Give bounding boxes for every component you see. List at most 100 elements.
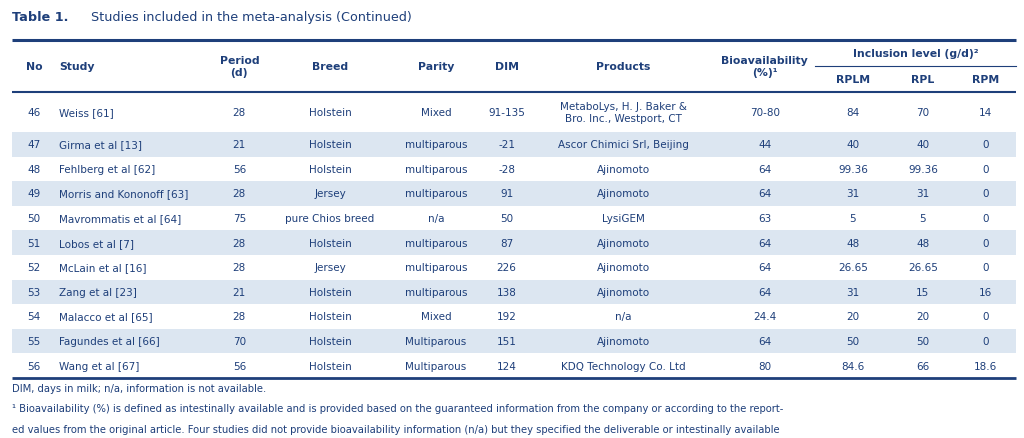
Text: Jersey: Jersey: [314, 263, 346, 272]
Bar: [12, 133, 1016, 157]
Text: Wang et al [67]: Wang et al [67]: [59, 361, 139, 371]
Text: Fagundes et al [66]: Fagundes et al [66]: [59, 336, 160, 346]
Text: multiparous: multiparous: [404, 165, 467, 174]
Text: 48: 48: [846, 238, 859, 248]
Text: 16: 16: [979, 287, 992, 297]
Text: Malacco et al [65]: Malacco et al [65]: [59, 312, 153, 321]
Text: n/a: n/a: [615, 312, 632, 321]
Text: Holstein: Holstein: [308, 287, 351, 297]
Text: 151: 151: [497, 336, 516, 346]
Text: Mixed: Mixed: [421, 108, 452, 117]
Text: 31: 31: [916, 189, 930, 199]
Bar: [12, 329, 1016, 353]
Text: 50: 50: [28, 214, 41, 223]
Text: -21: -21: [498, 140, 515, 150]
Text: 53: 53: [28, 287, 41, 297]
Text: 28: 28: [232, 312, 246, 321]
Text: Fehlberg et al [62]: Fehlberg et al [62]: [59, 165, 156, 174]
Text: LysiGEM: LysiGEM: [602, 214, 645, 223]
Text: Ajinomoto: Ajinomoto: [597, 263, 650, 272]
Text: 21: 21: [232, 140, 246, 150]
Text: Ajinomoto: Ajinomoto: [597, 165, 650, 174]
Text: Holstein: Holstein: [308, 108, 351, 117]
Text: -28: -28: [498, 165, 515, 174]
Text: multiparous: multiparous: [404, 287, 467, 297]
Text: Multiparous: Multiparous: [406, 336, 467, 346]
Text: 56: 56: [28, 361, 41, 371]
Text: 63: 63: [758, 214, 771, 223]
Text: pure Chios breed: pure Chios breed: [286, 214, 375, 223]
Text: Jersey: Jersey: [314, 189, 346, 199]
Text: 26.65: 26.65: [838, 263, 868, 272]
Text: 0: 0: [982, 214, 988, 223]
Text: 84: 84: [846, 108, 859, 117]
Text: Ajinomoto: Ajinomoto: [597, 287, 650, 297]
Text: Study: Study: [59, 62, 94, 71]
Bar: [12, 280, 1016, 304]
Text: 70-80: 70-80: [750, 108, 779, 117]
Text: Weiss [61]: Weiss [61]: [59, 108, 114, 117]
Text: 49: 49: [28, 189, 41, 199]
Text: 0: 0: [982, 238, 988, 248]
Text: 40: 40: [847, 140, 859, 150]
Text: 28: 28: [232, 238, 246, 248]
Text: 64: 64: [758, 263, 771, 272]
Text: 24.4: 24.4: [753, 312, 776, 321]
Text: 124: 124: [497, 361, 516, 371]
Text: Girma et al [13]: Girma et al [13]: [59, 140, 142, 150]
Text: 75: 75: [232, 214, 246, 223]
Text: 40: 40: [916, 140, 930, 150]
Bar: [12, 231, 1016, 255]
Text: Multiparous: Multiparous: [406, 361, 467, 371]
Text: n/a: n/a: [428, 214, 444, 223]
Text: Ajinomoto: Ajinomoto: [597, 336, 650, 346]
Text: 192: 192: [497, 312, 516, 321]
Text: 226: 226: [497, 263, 516, 272]
Text: 5: 5: [920, 214, 927, 223]
Text: 5: 5: [850, 214, 856, 223]
Text: RPM: RPM: [972, 74, 999, 85]
Text: Products: Products: [596, 62, 651, 71]
Text: 50: 50: [847, 336, 859, 346]
Text: 84.6: 84.6: [842, 361, 864, 371]
Text: ed values from the original article. Four studies did not provide bioavailabilit: ed values from the original article. Fou…: [12, 424, 780, 434]
Text: Bioavailability
(%)¹: Bioavailability (%)¹: [721, 56, 808, 78]
Text: KDQ Technology Co. Ltd: KDQ Technology Co. Ltd: [561, 361, 686, 371]
Text: Ascor Chimici Srl, Beijing: Ascor Chimici Srl, Beijing: [558, 140, 689, 150]
Bar: [12, 206, 1016, 231]
Text: 21: 21: [232, 287, 246, 297]
Text: 64: 64: [758, 189, 771, 199]
Text: Period
(d): Period (d): [219, 56, 259, 78]
Text: 91: 91: [500, 189, 513, 199]
Bar: [12, 92, 1016, 133]
Text: Holstein: Holstein: [308, 336, 351, 346]
Text: 28: 28: [232, 263, 246, 272]
Text: 56: 56: [232, 361, 246, 371]
Text: 18.6: 18.6: [974, 361, 997, 371]
Text: 55: 55: [28, 336, 41, 346]
Text: 47: 47: [28, 140, 41, 150]
Text: 0: 0: [982, 336, 988, 346]
Text: 138: 138: [497, 287, 516, 297]
Text: 87: 87: [500, 238, 513, 248]
Text: 80: 80: [758, 361, 771, 371]
Text: 31: 31: [846, 189, 859, 199]
Text: 0: 0: [982, 140, 988, 150]
Text: RPLM: RPLM: [836, 74, 870, 85]
Text: 99.36: 99.36: [908, 165, 938, 174]
Text: 48: 48: [28, 165, 41, 174]
Text: 99.36: 99.36: [838, 165, 868, 174]
Text: Holstein: Holstein: [308, 238, 351, 248]
Bar: [12, 157, 1016, 182]
Text: 70: 70: [232, 336, 246, 346]
Text: 64: 64: [758, 336, 771, 346]
Text: Holstein: Holstein: [308, 312, 351, 321]
Text: 14: 14: [979, 108, 992, 117]
Text: 48: 48: [916, 238, 930, 248]
Text: Table 1.: Table 1.: [12, 11, 69, 24]
Text: 52: 52: [28, 263, 41, 272]
Text: 0: 0: [982, 263, 988, 272]
Text: 64: 64: [758, 238, 771, 248]
Text: Lobos et al [7]: Lobos et al [7]: [59, 238, 134, 248]
Text: DIM, days in milk; n/a, information is not available.: DIM, days in milk; n/a, information is n…: [12, 383, 266, 393]
